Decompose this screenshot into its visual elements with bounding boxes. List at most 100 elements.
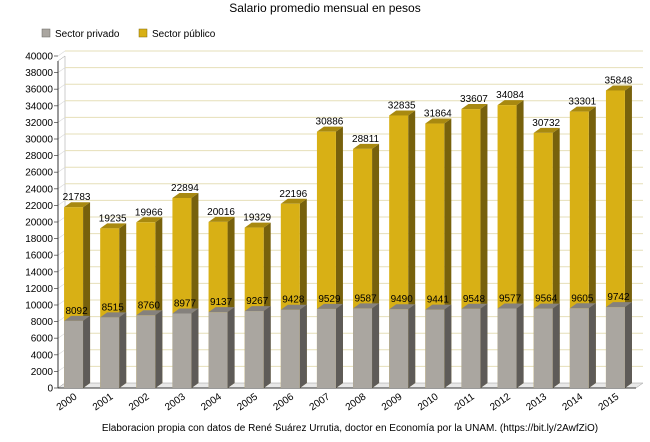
- y-gridline-side: [57, 50, 66, 57]
- y-gridline-side: [57, 183, 66, 190]
- y-gridline-side: [57, 266, 66, 273]
- x-tick-label: 2015: [597, 391, 622, 413]
- data-label-sector-privado: 9428: [282, 295, 305, 306]
- data-label-sector-publico: 22894: [171, 183, 199, 194]
- bar-sector-privado-side: [624, 302, 632, 388]
- chart-title: Salario promedio mensual en pesos: [229, 1, 420, 15]
- bar-sector-publico-top: [569, 106, 596, 112]
- bar-sector-privado-side: [299, 304, 307, 388]
- x-tick-label: 2001: [91, 391, 116, 413]
- bar-sector-publico-top: [244, 222, 271, 228]
- bar-sector-privado: [100, 317, 120, 388]
- data-label-sector-privado: 9564: [535, 294, 558, 305]
- legend-label-1: Sector público: [152, 29, 216, 40]
- y-tick-label: 8000: [31, 317, 54, 328]
- legend-swatch-0: [41, 28, 51, 38]
- y-gridline-side: [57, 83, 66, 90]
- chart-side-wall: [57, 55, 66, 389]
- data-label-sector-publico: 19966: [135, 207, 163, 218]
- bar-sector-privado-side: [444, 304, 452, 388]
- data-label-sector-publico: 35848: [605, 75, 633, 86]
- x-tick-label: 2010: [416, 391, 441, 413]
- bar-sector-privado: [244, 311, 264, 388]
- bar-sector-privado-side: [227, 307, 235, 388]
- data-label-sector-publico: 30732: [532, 118, 560, 129]
- y-tick-label: 38000: [25, 68, 53, 79]
- x-tick-label: 2007: [308, 391, 333, 413]
- bar-sector-publico-top: [100, 223, 127, 229]
- bar-sector-publico-top: [136, 217, 163, 223]
- bar-sector-privado-side: [83, 315, 91, 388]
- y-tick-label: 36000: [25, 85, 53, 96]
- bar-sector-privado-side: [155, 310, 163, 388]
- x-tick-label: 2011: [453, 391, 477, 413]
- y-tick-label: 24000: [25, 184, 53, 195]
- bar-sector-privado: [605, 307, 625, 388]
- y-gridline-side: [57, 166, 66, 173]
- bar-sector-privado-top: [461, 303, 488, 309]
- bar-sector-privado-side: [372, 303, 380, 388]
- y-gridline-side: [57, 366, 66, 372]
- y-tick-label: 10000: [25, 301, 53, 312]
- x-tick-label: 2009: [380, 391, 405, 413]
- data-label-sector-privado: 9605: [571, 293, 594, 304]
- data-label-sector-privado: 9587: [354, 293, 377, 304]
- bar-sector-privado-side: [588, 303, 596, 388]
- bar-sector-privado: [280, 309, 300, 388]
- data-label-sector-publico: 19329: [243, 213, 271, 224]
- data-label-sector-privado: 9490: [391, 294, 414, 305]
- y-gridline-side: [57, 100, 66, 107]
- bar-sector-privado: [172, 313, 192, 388]
- bar-sector-privado-top: [533, 303, 560, 309]
- legend-label-0: Sector privado: [55, 29, 120, 40]
- bar-sector-privado: [208, 312, 228, 388]
- bar-sector-privado-side: [119, 312, 127, 388]
- bar-sector-privado-top: [208, 307, 235, 313]
- bar-sector-privado-top: [605, 302, 632, 308]
- data-label-sector-privado: 9267: [246, 296, 269, 307]
- data-label-sector-privado: 9529: [318, 294, 341, 305]
- data-label-sector-publico: 31864: [424, 109, 452, 120]
- bar-sector-privado-top: [100, 312, 127, 318]
- y-tick-label: 16000: [25, 251, 53, 262]
- data-label-sector-publico: 33301: [568, 97, 596, 108]
- bar-sector-privado-top: [389, 304, 416, 310]
- y-tick-label: 30000: [25, 135, 53, 146]
- bar-sector-privado: [64, 320, 84, 388]
- y-tick-label: 14000: [25, 267, 53, 278]
- bar-sector-publico-top: [425, 118, 452, 124]
- x-tick-label: 2005: [235, 391, 260, 413]
- y-gridline-side: [57, 349, 66, 356]
- x-tick-label: 2003: [163, 391, 188, 413]
- bar-sector-privado: [461, 308, 481, 388]
- bar-sector-privado-top: [425, 304, 452, 310]
- x-tick-label: 2004: [199, 391, 224, 413]
- bar-sector-privado-top: [353, 303, 380, 309]
- y-gridline-side: [57, 316, 66, 322]
- data-label-sector-privado: 9577: [499, 294, 522, 305]
- data-label-sector-privado: 9441: [427, 295, 450, 306]
- bar-sector-privado: [569, 308, 589, 388]
- bar-sector-publico-top: [389, 110, 416, 116]
- bar-sector-privado-side: [480, 303, 488, 388]
- y-tick-label: 6000: [31, 334, 54, 345]
- data-label-sector-privado: 9548: [463, 294, 486, 305]
- legend-swatch-1: [138, 28, 148, 38]
- bar-sector-privado: [136, 315, 156, 388]
- y-tick-label: 20000: [25, 218, 53, 229]
- bar-sector-publico-top: [280, 198, 307, 204]
- data-label-sector-publico: 20016: [207, 207, 235, 218]
- bar-sector-privado-top: [280, 304, 307, 310]
- bar-sector-publico-top: [533, 127, 560, 133]
- bar-sector-publico-top: [497, 100, 524, 106]
- data-label-sector-publico: 32835: [388, 100, 416, 111]
- data-label-sector-publico: 22196: [279, 189, 307, 200]
- y-gridline-side: [57, 150, 66, 156]
- data-label-sector-privado: 9742: [607, 292, 630, 303]
- y-tick-label: 32000: [25, 118, 53, 129]
- x-tick-label: 2002: [127, 391, 152, 413]
- x-tick-label: 2008: [344, 391, 369, 413]
- y-tick-label: 2000: [31, 367, 54, 378]
- x-tick-label: 2014: [560, 391, 585, 413]
- data-label-sector-publico: 28811: [352, 134, 380, 145]
